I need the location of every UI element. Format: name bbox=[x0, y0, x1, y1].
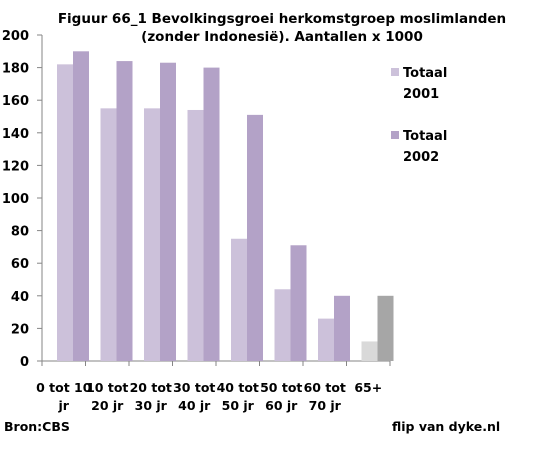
bar-series-2-cat-5 bbox=[247, 114, 263, 362]
bar-series-2-cat-6 bbox=[290, 245, 307, 361]
bar-series-2-cat-1 bbox=[73, 51, 89, 362]
x-category-label: 40 jr bbox=[178, 398, 211, 413]
x-category-label: 0 tot 10 bbox=[36, 380, 92, 395]
x-category-label: 60 jr bbox=[265, 398, 298, 413]
x-category-label: 30 jr bbox=[135, 398, 168, 413]
y-tick-label: 100 bbox=[2, 192, 29, 207]
x-category-label: 60 tot bbox=[304, 380, 346, 395]
x-category-label: 50 jr bbox=[222, 398, 255, 413]
y-tick-label: 20 bbox=[11, 322, 29, 337]
bar-series-1-cat-4 bbox=[187, 109, 204, 361]
bar-series-1-cat-6 bbox=[274, 289, 291, 361]
legend-label-2: Totaal bbox=[403, 129, 447, 144]
legend-label-2: 2002 bbox=[403, 150, 439, 165]
chart-title-line-2: (zonder Indonesië). Aantallen x 1000 bbox=[141, 29, 423, 45]
bar-series-2-cat-8 bbox=[377, 295, 394, 361]
x-category-label: 20 jr bbox=[91, 398, 124, 413]
bar-series-2-cat-3 bbox=[160, 62, 176, 362]
chart-title: Figuur 66_1 Bevolkingsgroei herkomstgroe… bbox=[58, 11, 506, 45]
bar-series-1-cat-3 bbox=[144, 108, 160, 361]
legend-swatch-2 bbox=[391, 131, 399, 139]
x-category-label: 20 tot bbox=[130, 380, 172, 395]
x-category-label: 50 tot bbox=[260, 380, 302, 395]
y-tick-label: 40 bbox=[11, 290, 29, 305]
bar-series-2-cat-2 bbox=[116, 61, 133, 362]
x-category-label: 70 jr bbox=[309, 398, 342, 413]
x-category-label: 65+ bbox=[354, 380, 382, 395]
bar-series-1-cat-5 bbox=[231, 238, 247, 361]
bar-series-2-cat-7 bbox=[334, 295, 350, 361]
y-tick-label: 160 bbox=[2, 94, 29, 109]
legend: Totaal 2001 Totaal 2002 bbox=[391, 66, 447, 165]
x-category-label: 30 tot bbox=[173, 380, 215, 395]
legend-swatch-1 bbox=[391, 68, 399, 76]
chart-title-line-1: Figuur 66_1 Bevolkingsgroei herkomstgroe… bbox=[58, 11, 506, 27]
footer: Bron:CBS flip van dyke.nl bbox=[4, 419, 500, 434]
y-axis-ticks: 0 20 40 60 80 100 120 140 160 180 200 bbox=[2, 29, 42, 370]
y-tick-label: 80 bbox=[11, 225, 29, 240]
bar-series-1-cat-7 bbox=[318, 318, 334, 361]
y-tick-label: 0 bbox=[20, 355, 29, 370]
bar-series-1-cat-8 bbox=[361, 341, 378, 361]
y-tick-label: 140 bbox=[2, 127, 29, 142]
y-tick-label: 180 bbox=[2, 62, 29, 77]
legend-label-1: Totaal bbox=[403, 66, 447, 81]
x-category-label: 40 tot bbox=[217, 380, 259, 395]
x-category-label: 10 tot bbox=[86, 380, 128, 395]
source-label: Bron:CBS bbox=[4, 419, 70, 434]
bar-series-1-cat-1 bbox=[57, 64, 73, 361]
y-tick-label: 60 bbox=[11, 257, 29, 272]
bars bbox=[57, 51, 394, 362]
bar-series-1-cat-2 bbox=[100, 108, 117, 361]
x-category-label: jr bbox=[58, 398, 70, 413]
bar-series-2-cat-4 bbox=[203, 67, 220, 361]
y-tick-label: 200 bbox=[2, 29, 29, 44]
credit-label: flip van dyke.nl bbox=[392, 419, 500, 434]
legend-label-1: 2001 bbox=[403, 87, 439, 102]
y-tick-label: 120 bbox=[2, 159, 29, 174]
